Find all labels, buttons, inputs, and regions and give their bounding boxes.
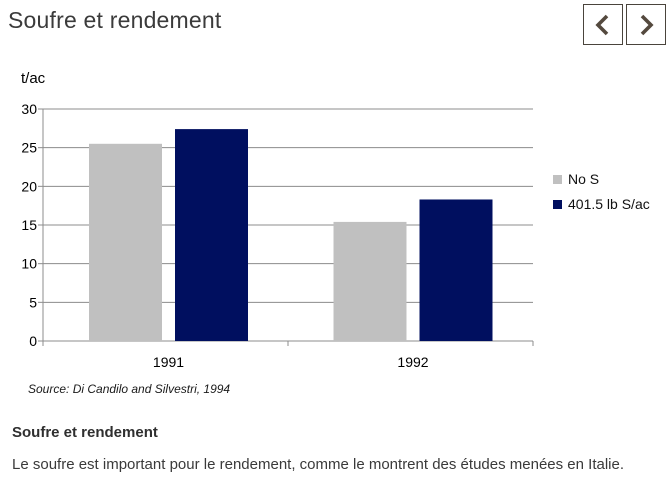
bar-1991-No S (89, 143, 162, 341)
bar-1992-401.5 lb S/ac (419, 199, 493, 341)
y-tick-label: 25 (21, 140, 37, 156)
chevron-right-icon (640, 14, 654, 35)
next-button[interactable] (626, 4, 666, 45)
legend-item: No S (553, 171, 650, 187)
section-heading: Soufre et rendement (12, 424, 158, 441)
x-category-label: 1991 (153, 354, 184, 370)
legend-swatch-gray (553, 174, 562, 184)
description-paragraph: Le soufre est important pour le rendemen… (12, 456, 624, 473)
y-axis-unit-label: t/ac (21, 70, 46, 87)
legend-label: 401.5 lb S/ac (568, 196, 650, 212)
chevron-left-icon (595, 14, 609, 35)
bar-1992-No S (333, 221, 407, 341)
chart-source: Source: Di Candilo and Silvestri, 1994 (28, 382, 231, 396)
description-section: Soufre et rendement Le soufre est import… (12, 424, 657, 475)
legend-label: No S (568, 171, 600, 187)
y-tick-label: 20 (21, 178, 37, 194)
legend-item: 401.5 lb S/ac (553, 196, 650, 212)
bar-1991-401.5 lb S/ac (175, 129, 248, 341)
chart-legend: No S 401.5 lb S/ac (553, 171, 650, 221)
prev-button[interactable] (583, 4, 623, 45)
x-category-label: 1992 (397, 354, 428, 370)
slide-nav (583, 4, 666, 45)
legend-swatch-navy (553, 199, 562, 209)
y-tick-label: 15 (21, 217, 37, 233)
bar-chart: t/ac 0 5 10 15 20 25 30 1991 1992 No S 401.5 lb … (21, 70, 650, 396)
page-title: Soufre et rendement (8, 7, 222, 33)
y-tick-label: 10 (21, 256, 37, 272)
y-tick-label: 30 (21, 101, 37, 117)
y-tick-label: 0 (29, 333, 37, 349)
y-tick-label: 5 (29, 294, 37, 310)
bar-chart-svg: 0 5 10 15 20 25 30 1991 1992 (21, 101, 534, 370)
